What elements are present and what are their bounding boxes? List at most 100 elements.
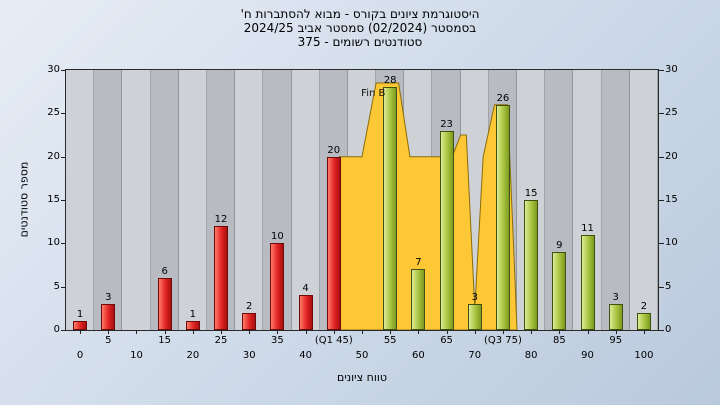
plot-stripe (122, 70, 151, 330)
y-tick-label-left: 15 (47, 194, 60, 205)
x-tick-mark (643, 330, 645, 334)
bar-value-label: 1 (76, 309, 84, 321)
x-tick-mark (80, 330, 82, 334)
x-tick-label: 100 (634, 350, 654, 361)
x-tick-label: (Q1 45) (314, 335, 353, 346)
x-tick-mark (249, 330, 251, 334)
y-tick-mark-left (61, 286, 66, 288)
plot-stripe (291, 70, 320, 330)
bar-0 (73, 321, 88, 330)
bar-value-label: 15 (524, 188, 538, 199)
chart-title-line1: היסטוגרמת ציונים בקורס - מבוא להסתברות ח… (240, 7, 480, 21)
bar-30 (242, 312, 257, 330)
y-tick-mark-left (61, 200, 66, 201)
x-tick-label: 90 (581, 350, 594, 361)
bar-90 (580, 234, 595, 330)
plot-stripe (178, 70, 207, 330)
bar-15 (157, 278, 172, 330)
bar-value-label: 10 (271, 231, 284, 243)
plot-stripe (601, 70, 630, 330)
x-tick-mark (446, 330, 448, 334)
y-axis-label: מספר סטודנטים (17, 161, 31, 238)
y-tick-mark-left (61, 330, 66, 331)
x-tick-label: 15 (158, 335, 172, 346)
y-tick-mark-right (659, 286, 664, 288)
y-tick-mark-right (659, 113, 664, 115)
x-tick-label: 35 (271, 335, 284, 346)
bar-value-label: 1 (189, 309, 197, 321)
y-tick-mark-left (61, 70, 66, 71)
bar-value-label: 4 (302, 283, 309, 295)
x-tick-mark (221, 330, 223, 334)
bar-value-label: 7 (415, 257, 422, 269)
bar-95 (608, 304, 623, 330)
y-tick-label-right: 5 (665, 280, 672, 292)
bar-value-label: 23 (440, 118, 453, 130)
y-tick-label-right: 20 (665, 150, 678, 162)
x-tick-label: 85 (552, 335, 566, 346)
bar-25 (214, 226, 229, 330)
x-tick-mark (362, 330, 363, 334)
annotation-fin-b: Fin B (361, 88, 386, 100)
bar-value-label: 12 (214, 214, 228, 225)
x-tick-label: 0 (76, 350, 84, 361)
bar-value-label: 3 (105, 292, 112, 303)
bar-40 (298, 295, 313, 330)
bar-65 (439, 130, 454, 330)
x-tick-mark (615, 330, 617, 334)
bar-value-label: 20 (327, 144, 341, 156)
x-tick-mark (587, 330, 589, 334)
x-tick-label: 95 (609, 335, 623, 346)
y-tick-mark-right (659, 70, 664, 71)
x-tick-label: 50 (355, 350, 369, 361)
x-tick-label: 25 (214, 335, 228, 346)
y-tick-mark-right (659, 243, 664, 245)
chart-title-block: היסטוגרמת ציונים בקורס - מבוא להסתברות ח… (0, 7, 720, 49)
x-tick-label: 40 (299, 350, 312, 361)
plot-stripe (94, 70, 123, 330)
x-tick-label: 30 (242, 350, 256, 361)
y-tick-mark-left (61, 113, 66, 115)
y-tick-label-right: 25 (665, 107, 678, 119)
y-tick-label-right: 15 (665, 194, 678, 205)
y-tick-label-left: 20 (47, 150, 60, 162)
bar-value-label: 11 (581, 222, 594, 234)
bar-100 (636, 312, 651, 330)
y-tick-label-right: 0 (665, 324, 672, 335)
bar-55 (383, 87, 398, 330)
bar-35 (270, 243, 285, 330)
bar-5 (101, 304, 116, 330)
x-tick-mark (418, 330, 420, 334)
bar-20 (185, 321, 200, 330)
x-axis-label: טווח ציונים (337, 371, 387, 384)
x-tick-label: 10 (130, 350, 143, 361)
bar-value-label: 2 (246, 300, 253, 312)
bar-85 (552, 252, 567, 330)
y-tick-label-right: 30 (665, 64, 678, 75)
x-tick-label: 70 (468, 350, 482, 361)
y-tick-label-left: 10 (47, 237, 60, 249)
quartile-area-overlay (338, 82, 518, 330)
bar-value-label: 3 (612, 292, 619, 303)
x-tick-mark (333, 330, 335, 334)
bar-60 (411, 269, 426, 330)
x-tick-mark (277, 330, 279, 334)
bar-value-label: 28 (383, 75, 397, 87)
plot-area: 1 3 6 1 12 2 10 4 20 28 7 23 3 26 15 9 11 3 2 Fin B (65, 69, 659, 331)
plot-stripe (629, 70, 658, 330)
x-tick-mark (108, 330, 110, 334)
x-tick-mark (164, 330, 166, 334)
y-tick-label-left: 5 (53, 280, 60, 292)
y-tick-label-left: 25 (47, 107, 60, 119)
x-tick-mark (559, 330, 561, 334)
bar-value-label: 6 (161, 266, 168, 277)
bar-(Q1 45) (326, 156, 341, 330)
x-tick-mark (474, 330, 476, 334)
x-tick-label: 55 (383, 335, 397, 346)
bar-value-label: 2 (640, 300, 648, 312)
x-tick-label: 65 (440, 335, 453, 346)
bar-value-label: 26 (496, 92, 510, 104)
bar-(Q3 75) (495, 104, 510, 330)
y-tick-mark-left (61, 156, 66, 158)
y-tick-label-left: 0 (53, 324, 60, 335)
